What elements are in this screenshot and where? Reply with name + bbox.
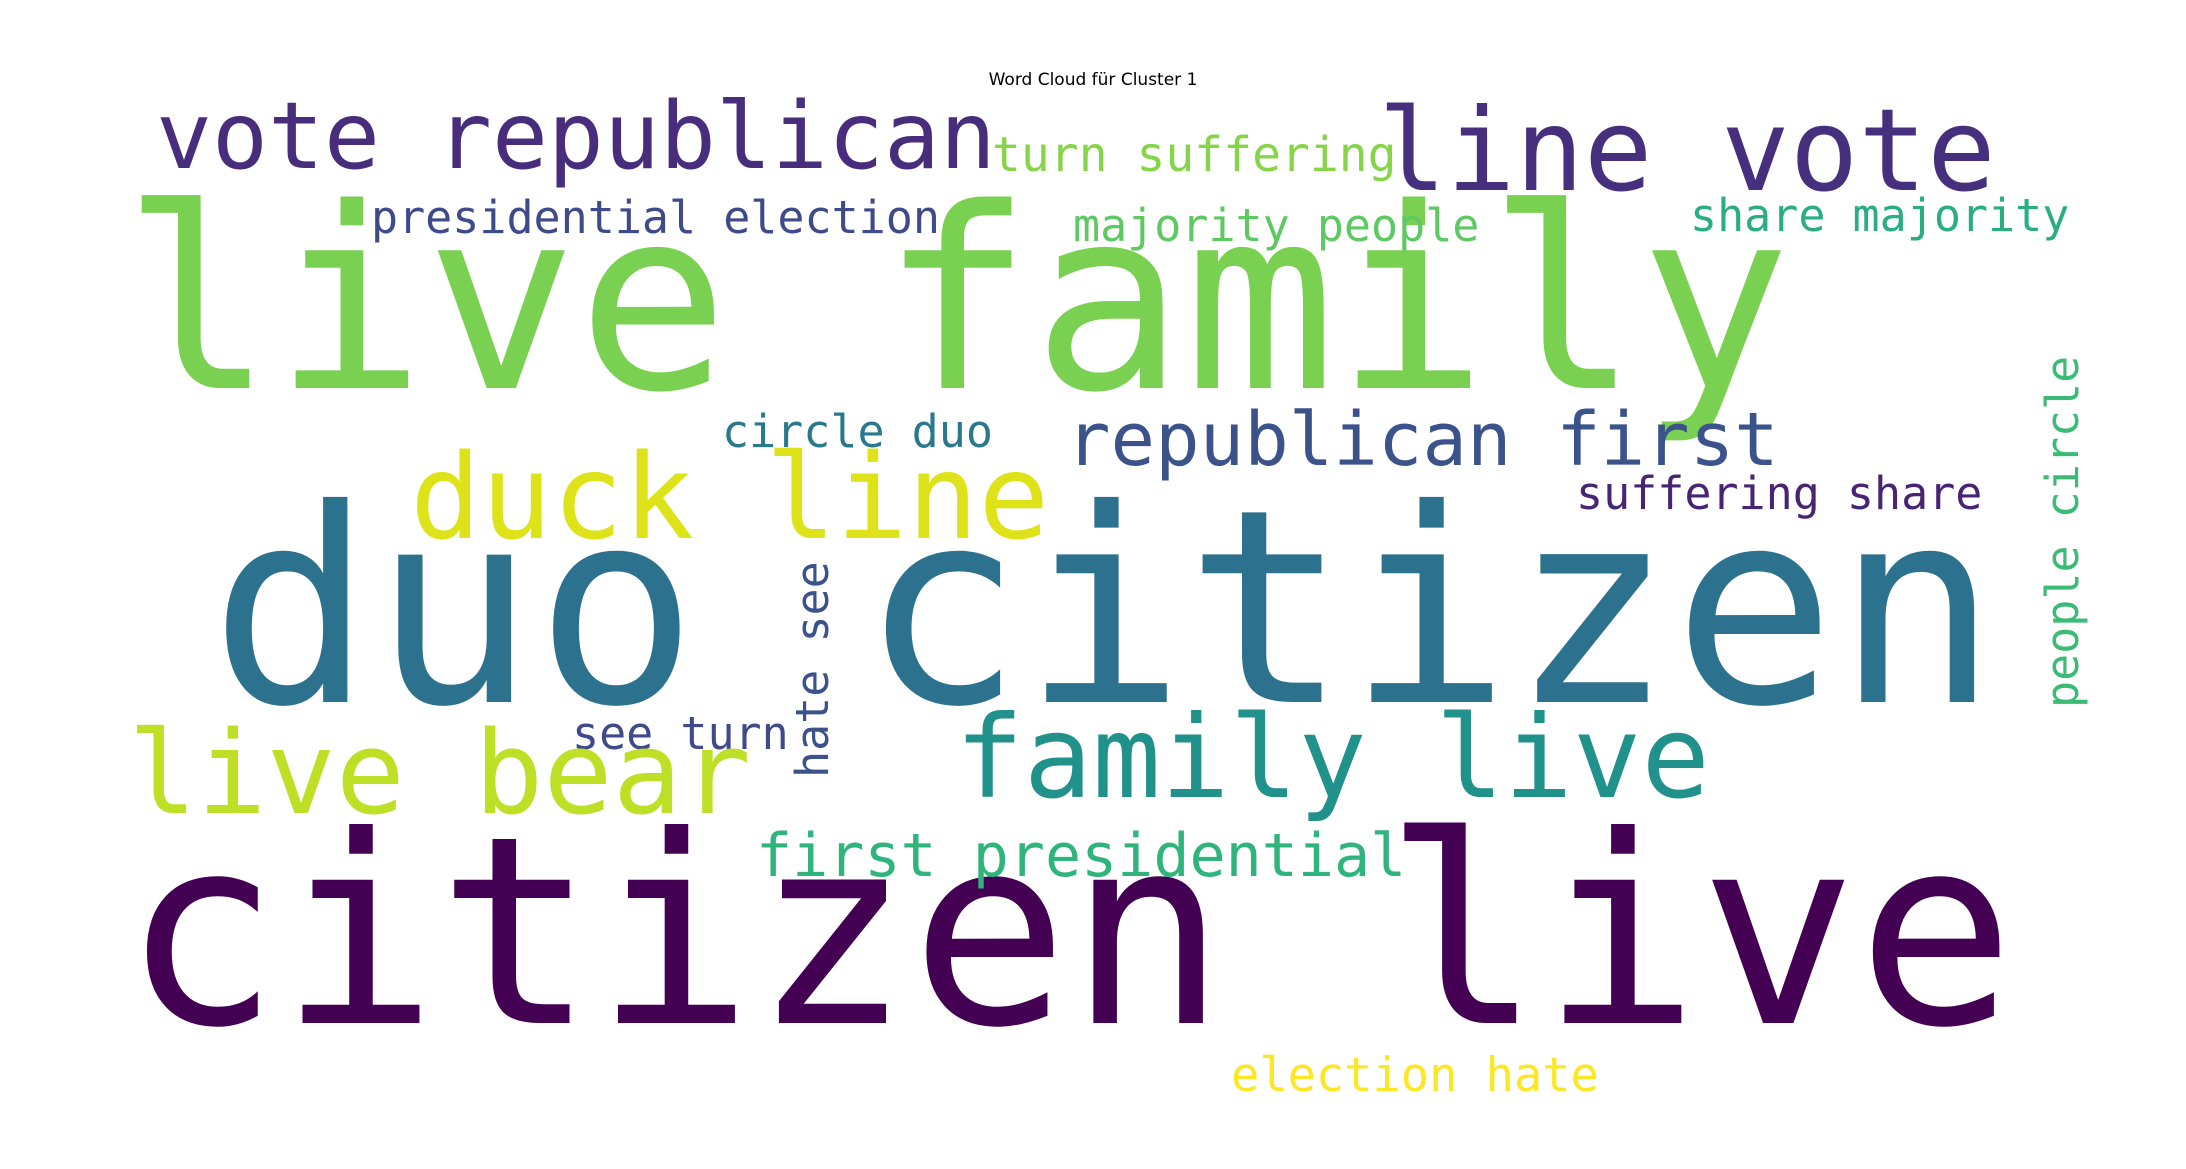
- word-duo-citizen: duo citizen: [210, 451, 1999, 766]
- word-election-hate: election hate: [1231, 1048, 1599, 1103]
- word-share-majority: share majority: [1690, 189, 2070, 242]
- word-live-family: live family: [122, 155, 1791, 448]
- word-presidential-election: presidential election: [371, 191, 940, 244]
- word-line-vote: line vote: [1378, 84, 1996, 217]
- word-citizen-live: citizen live: [122, 780, 2015, 1085]
- word-first-presidential: first presidential: [756, 821, 1407, 891]
- word-republican-first: republican first: [1066, 397, 1779, 483]
- word-duck-line: duck line: [410, 428, 1050, 566]
- word-turn-suffering: turn suffering: [992, 127, 1397, 183]
- word-see-turn: see turn: [572, 707, 789, 760]
- chart-title: Word Cloud für Cluster 1: [988, 70, 1198, 90]
- word-family-live: family live: [955, 691, 1710, 824]
- word-hate-see: hate see: [786, 561, 839, 778]
- word-vote-republican: vote republican: [156, 82, 996, 190]
- word-people-circle: people circle: [2036, 355, 2089, 708]
- word-majority-people: majority people: [1073, 199, 1480, 252]
- word-suffering-share: suffering share: [1576, 467, 1983, 520]
- word-live-bear: live bear: [128, 707, 752, 841]
- word-circle-duo: circle duo: [722, 405, 993, 458]
